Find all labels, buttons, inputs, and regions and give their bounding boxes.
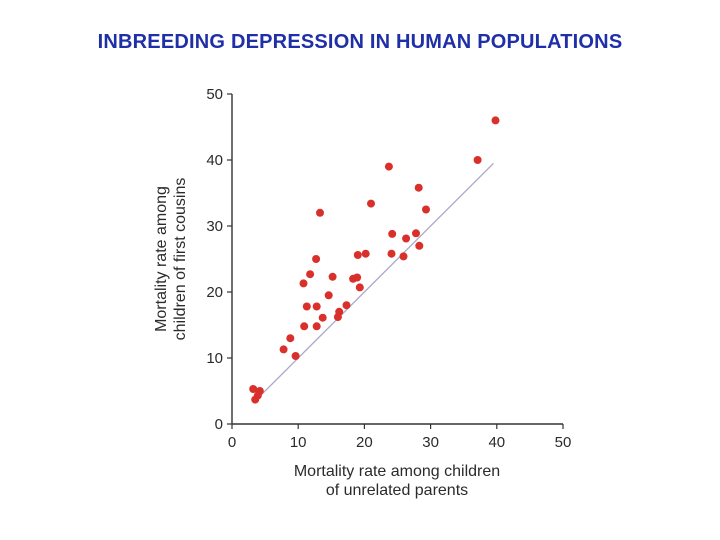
- y-tick-label: 0: [215, 416, 223, 433]
- data-point: [422, 205, 430, 214]
- x-tick-label: 30: [422, 434, 439, 451]
- data-point: [342, 301, 351, 310]
- y-axis-label: Mortality rate among: [153, 186, 170, 332]
- y-axis-label: children of first cousins: [172, 178, 189, 341]
- reference-line-layer: [258, 162, 494, 399]
- data-point: [414, 183, 423, 192]
- y-tick-label: 20: [206, 284, 223, 301]
- data-point: [402, 234, 411, 243]
- data-point: [412, 229, 420, 238]
- data-point: [279, 345, 288, 354]
- x-tick-label: 20: [356, 434, 373, 451]
- data-point: [388, 229, 397, 238]
- y-tick-label: 30: [206, 218, 223, 235]
- data-point: [249, 385, 258, 393]
- y-tick-label: 50: [206, 86, 223, 103]
- data-point: [415, 241, 424, 250]
- data-points: [249, 116, 500, 404]
- x-tick-label: 40: [488, 434, 505, 451]
- data-point: [353, 273, 362, 282]
- axes: 0 10 20 30 40 50 0 10 20 30 40 50: [206, 86, 571, 451]
- data-point: [328, 272, 337, 281]
- x-tick-label: 10: [290, 434, 307, 451]
- data-point: [255, 387, 264, 395]
- data-point: [491, 116, 500, 125]
- data-point: [353, 251, 362, 259]
- data-point: [299, 279, 308, 288]
- x-tick-label: 50: [555, 434, 572, 451]
- axis-labels: Mortality rate among children of unrelate…: [153, 178, 500, 499]
- x-axis-label: Mortality rate among children: [294, 463, 500, 480]
- y-tick-label: 10: [206, 350, 223, 367]
- data-point: [335, 307, 344, 316]
- data-point: [291, 352, 300, 360]
- reference-line: [258, 162, 494, 399]
- data-point: [387, 249, 396, 258]
- data-point: [306, 270, 315, 279]
- data-point: [302, 302, 311, 311]
- data-point: [316, 208, 324, 217]
- data-point: [312, 255, 321, 263]
- data-point: [367, 199, 375, 208]
- data-point: [384, 162, 393, 171]
- data-point: [355, 283, 364, 292]
- x-axis-label: of unrelated parents: [326, 482, 468, 499]
- data-point: [473, 156, 482, 164]
- data-point: [361, 249, 370, 258]
- slide-title: INBREEDING DEPRESSION IN HUMAN POPULATIO…: [97, 31, 623, 53]
- data-point: [324, 291, 333, 300]
- data-point: [312, 302, 321, 311]
- x-tick-label: 0: [228, 434, 236, 451]
- data-point: [318, 313, 327, 322]
- data-point: [399, 252, 408, 261]
- data-point: [300, 322, 309, 331]
- data-point: [312, 322, 321, 331]
- data-point: [286, 334, 295, 343]
- y-tick-label: 40: [206, 152, 223, 169]
